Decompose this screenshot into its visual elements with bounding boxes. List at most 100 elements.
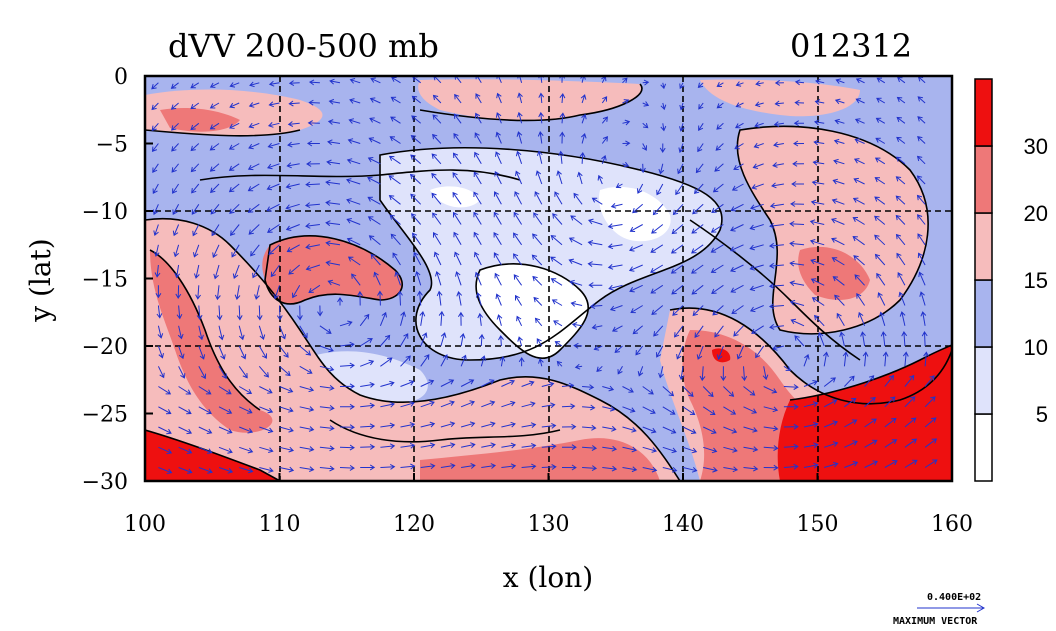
wind-vector-arrow	[924, 417, 937, 428]
wind-vector-arrow	[198, 325, 204, 341]
maximum-east-spot	[712, 348, 731, 363]
wind-vector-arrow	[749, 284, 764, 292]
wind-vector-arrow	[561, 382, 575, 389]
vector-key-arrowhead	[976, 603, 986, 613]
wind-vector-arrow	[554, 341, 563, 347]
wind-vector-arrow	[238, 366, 248, 379]
wind-vector-arrow	[731, 183, 744, 191]
wind-vector-arrow	[917, 233, 926, 246]
wind-vector-arrow	[589, 303, 603, 310]
wind-vector-arrow	[389, 214, 401, 225]
wind-vector-arrow	[513, 232, 523, 246]
y-tick-label: −20	[82, 335, 128, 360]
wind-vector-arrow	[239, 467, 254, 474]
wind-vector-arrow	[453, 133, 462, 144]
wind-vector-arrow	[501, 379, 515, 387]
wind-vector-arrow	[258, 325, 266, 341]
wind-vector-arrow	[639, 163, 646, 174]
wind-vector-arrow	[768, 283, 784, 289]
wind-vector-arrow	[496, 92, 502, 104]
wind-vector-arrow	[214, 285, 221, 301]
wind-vector-arrow	[810, 199, 825, 206]
wind-vector-arrow	[533, 296, 543, 306]
wind-vector-arrow	[536, 150, 543, 164]
wind-vector-arrow	[730, 224, 744, 232]
wind-vector-arrow	[416, 290, 423, 306]
wind-vector-arrow	[360, 443, 376, 450]
minimum-white-northwest	[430, 186, 480, 208]
wind-vector-arrow	[768, 242, 784, 249]
wind-vector-arrow	[308, 79, 320, 86]
x-tick-label: 100	[124, 512, 166, 537]
wind-vector-arrow	[460, 379, 475, 387]
wind-vector-arrow	[325, 220, 341, 227]
wind-vector-arrow	[884, 460, 898, 468]
wind-vector-arrow	[154, 264, 161, 278]
wind-vector-arrow	[493, 252, 502, 266]
wind-vector-arrow	[267, 142, 280, 149]
wind-vector-arrow	[577, 171, 583, 185]
colorbar-segment	[974, 212, 993, 281]
wind-vector-arrow	[432, 114, 442, 124]
wind-vector-arrow	[711, 284, 724, 294]
wind-vector-arrow	[175, 285, 182, 299]
wind-vector-arrow	[637, 183, 644, 194]
colorbar-segment	[974, 145, 993, 214]
wind-vector-arrow	[178, 446, 193, 454]
wind-vector-arrow	[671, 284, 684, 295]
wind-vector-arrow	[692, 203, 704, 215]
wind-vector-arrow	[171, 122, 179, 131]
wind-vector-arrow	[305, 243, 320, 250]
wind-vector-arrow	[304, 202, 320, 209]
wind-vector-arrow	[287, 141, 300, 148]
wind-vector-arrow	[789, 220, 805, 227]
wind-vector-arrow	[743, 406, 758, 414]
wind-vector-arrow	[691, 224, 704, 234]
wind-vector-arrow	[556, 170, 563, 185]
wind-vector-arrow	[763, 406, 779, 413]
wind-vector-arrow	[711, 203, 724, 213]
wind-vector-arrow	[325, 179, 341, 186]
wind-vector-arrow	[674, 325, 684, 338]
wind-vector-arrow	[474, 271, 482, 286]
wind-vector-arrow	[436, 290, 443, 306]
wind-vector-arrow	[157, 345, 164, 359]
band-20-30-jet-centre	[262, 235, 403, 304]
wind-vector-arrow	[299, 446, 315, 452]
wind-vector-arrow	[556, 360, 563, 367]
wind-vector-arrow	[789, 260, 805, 267]
wind-vector-arrow	[340, 403, 355, 410]
wind-vector-arrow	[348, 118, 361, 124]
wind-vector-arrow	[733, 325, 744, 337]
wind-vector-arrow	[743, 446, 759, 452]
wind-vector-arrow	[835, 78, 845, 84]
wind-vector-arrow	[703, 446, 718, 454]
wind-vector-arrow	[317, 305, 323, 317]
wind-vector-arrow	[923, 351, 929, 367]
wind-vector-arrow	[723, 466, 739, 473]
wind-vector-arrow	[877, 292, 886, 306]
wind-vector-arrow	[773, 141, 784, 148]
wind-vector-arrow	[248, 102, 260, 108]
wind-vector-arrow	[579, 151, 586, 164]
wind-vector-arrow	[495, 112, 502, 124]
wind-vector-arrow	[279, 345, 289, 358]
wind-vector-arrow	[858, 311, 866, 326]
x-tick-label: 140	[662, 512, 704, 537]
wind-vector-arrow	[411, 115, 422, 124]
wind-vector-arrow	[172, 204, 180, 216]
wind-vector-arrow	[288, 80, 300, 87]
wind-vector-arrow	[702, 426, 717, 434]
wind-vector-arrow	[431, 153, 442, 165]
wind-vector-arrow	[438, 310, 445, 326]
wind-vector-arrow	[419, 310, 426, 326]
wind-vector-arrow	[299, 406, 315, 412]
wind-vector-arrow	[803, 462, 819, 469]
wind-vector-arrow	[617, 366, 623, 375]
wind-vector-arrow	[553, 320, 563, 327]
wind-vector-arrow	[630, 305, 643, 314]
wind-vector-arrow	[475, 292, 482, 306]
wind-vector-arrow	[460, 442, 476, 448]
wind-vector-arrow	[258, 365, 270, 378]
wind-vector-arrow	[198, 366, 207, 380]
